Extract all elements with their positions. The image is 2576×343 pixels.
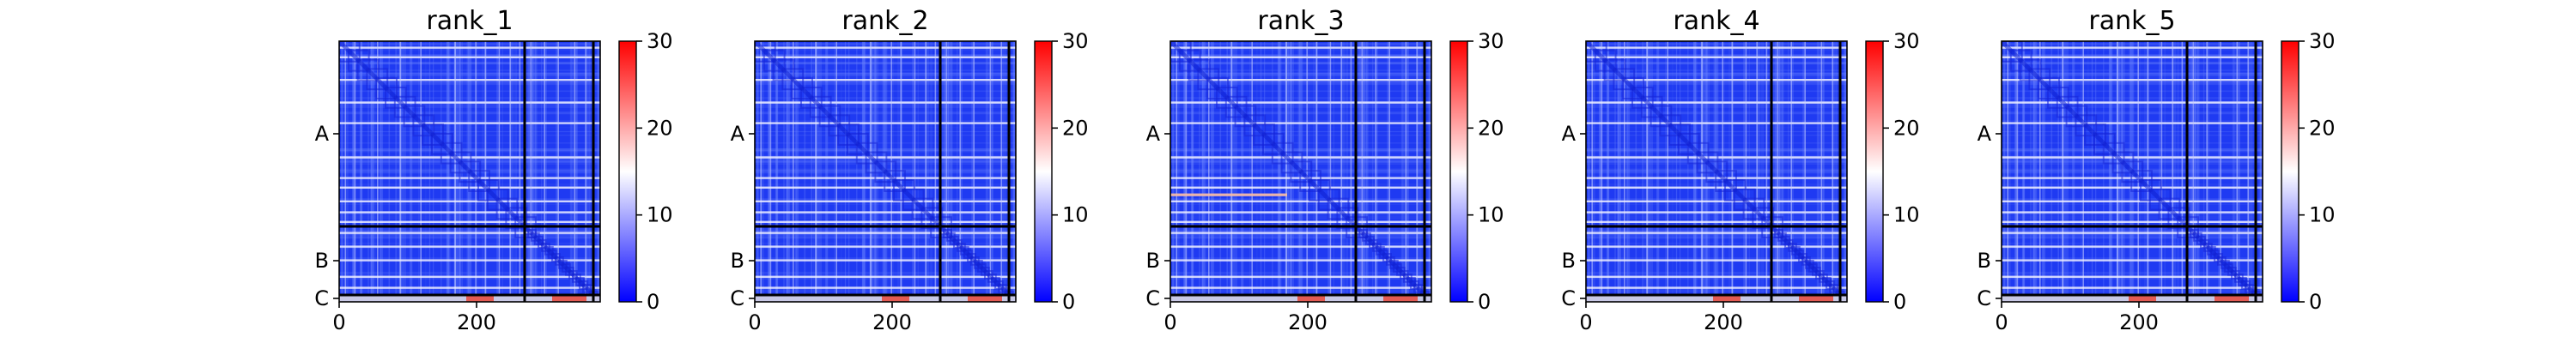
colorbar-tick-label: 0 [1893, 290, 1906, 314]
colorbar: 0 10 20 30 [1865, 29, 1920, 314]
colorbar-tick-label: 30 [1062, 29, 1089, 53]
colorbar-tick-label: 10 [647, 203, 673, 227]
y-chain-label: A [315, 122, 330, 146]
y-chain-label: C [314, 286, 329, 310]
y-chain-label: C [730, 286, 744, 310]
y-chain-label: B [315, 249, 329, 273]
x-tick-label: 200 [457, 310, 496, 334]
colorbar-tick-label: 10 [1062, 203, 1089, 227]
y-chain-label: A [731, 122, 745, 146]
x-tick-label: 0 [1995, 310, 2008, 334]
colorbar-tick-label: 20 [1478, 116, 1504, 140]
y-chain-label: B [1146, 249, 1160, 273]
y-chain-label: A [1146, 122, 1161, 146]
chart-title: rank_5 [2088, 6, 2175, 36]
plot-frame [1585, 40, 1848, 303]
y-chain-label: C [1977, 286, 1991, 310]
colorbar-tick-label: 20 [647, 116, 673, 140]
chart-title: rank_4 [1673, 6, 1759, 36]
colorbar: 0 10 20 30 [1449, 29, 1504, 314]
chart-title: rank_3 [1257, 6, 1344, 36]
chart-title: rank_2 [841, 6, 928, 36]
heatmap-cells [2002, 41, 2263, 302]
y-chain-label: B [1562, 249, 1576, 273]
y-chain-label: A [1978, 122, 1992, 146]
colorbar-tick-label: 0 [647, 290, 659, 314]
y-chain-label: C [1561, 286, 1576, 310]
colorbar-tick-label: 10 [2309, 203, 2336, 227]
x-tick-label: 200 [872, 310, 912, 334]
x-tick-label: 0 [1579, 310, 1592, 334]
colorbar: 0 10 20 30 [1034, 29, 1089, 314]
y-chain-label: C [1145, 286, 1160, 310]
plot-frame [2001, 40, 2263, 303]
heatmap-cells [1586, 41, 1847, 302]
y-chain-label: A [1562, 122, 1577, 146]
colorbar-tick-label: 0 [1478, 290, 1491, 314]
y-chain-label: B [1978, 249, 1991, 273]
colorbar-tick-label: 0 [2309, 290, 2322, 314]
x-tick-label: 0 [332, 310, 345, 334]
y-chain-label: B [731, 249, 744, 273]
colorbar: 0 10 20 30 [618, 29, 673, 314]
chart-title: rank_1 [426, 6, 513, 36]
plot-frame [338, 40, 601, 303]
colorbar-tick-label: 20 [2309, 116, 2336, 140]
heatmap-cells [1170, 41, 1431, 302]
colorbar: 0 10 20 30 [2281, 29, 2336, 314]
x-tick-label: 200 [1704, 310, 1743, 334]
colorbar-tick-label: 20 [1893, 116, 1920, 140]
x-tick-label: 0 [748, 310, 761, 334]
plot-frame [1170, 40, 1432, 303]
colorbar-tick-label: 10 [1893, 203, 1920, 227]
heatmap-cells [339, 41, 600, 302]
colorbar-tick-label: 10 [1478, 203, 1504, 227]
colorbar-tick-label: 30 [1893, 29, 1920, 53]
colorbar-tick-label: 20 [1062, 116, 1089, 140]
x-tick-label: 200 [2119, 310, 2159, 334]
x-tick-label: 200 [1288, 310, 1327, 334]
colorbar-tick-label: 0 [1062, 290, 1075, 314]
plot-frame [754, 40, 1017, 303]
colorbar-tick-label: 30 [2309, 29, 2336, 53]
x-tick-label: 0 [1163, 310, 1176, 334]
colorbar-tick-label: 30 [1478, 29, 1504, 53]
heatmap-cells [755, 41, 1016, 302]
colorbar-tick-label: 30 [647, 29, 673, 53]
